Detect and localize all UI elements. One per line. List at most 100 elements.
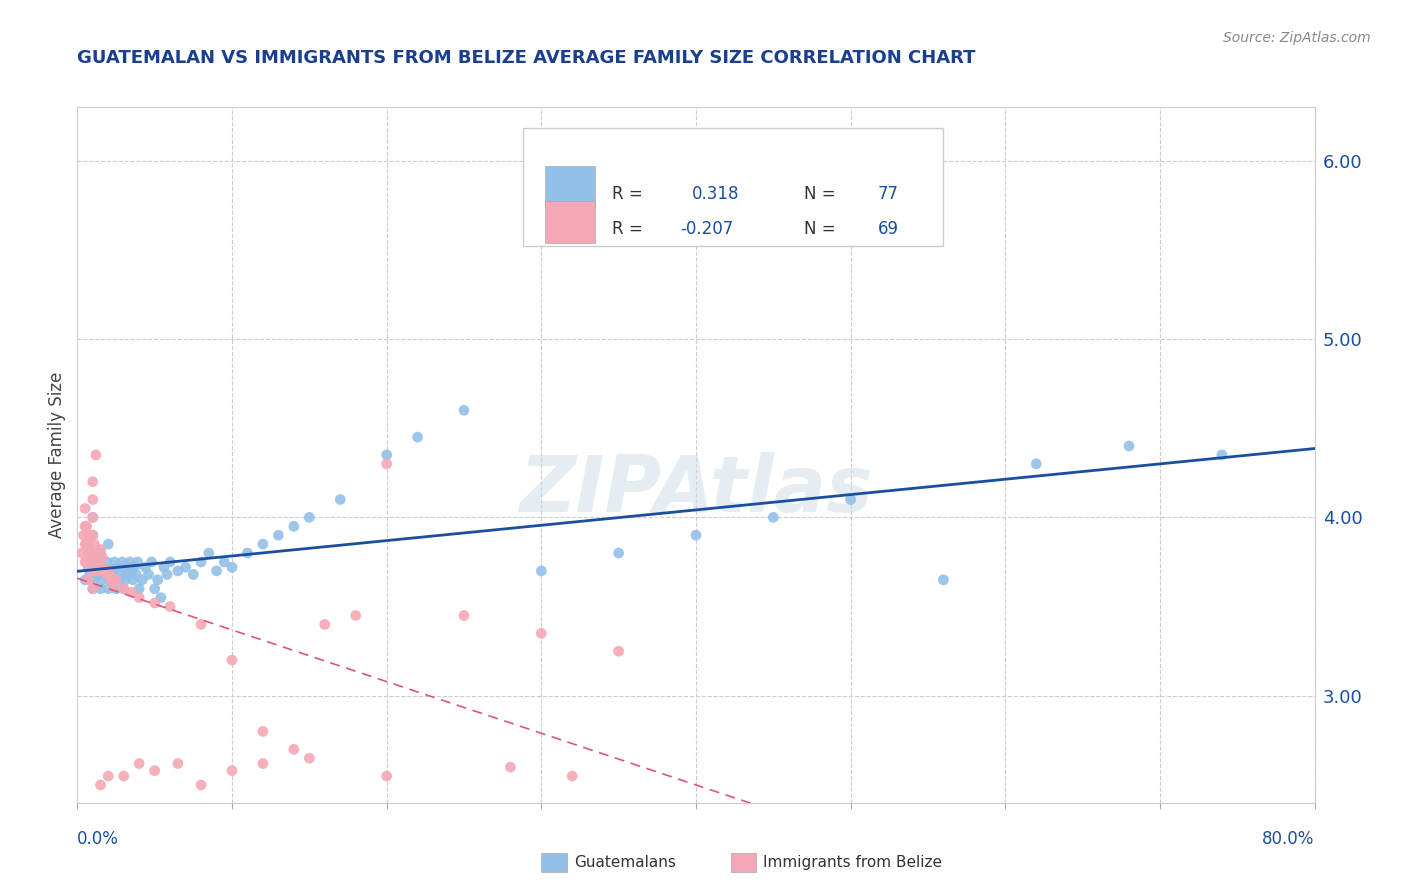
Point: [127, 555, 149, 569]
Point: [79, 567, 101, 582]
Point: [143, 764, 166, 778]
Point: [153, 560, 176, 574]
Point: [100, 573, 122, 587]
Point: [125, 567, 148, 582]
Point: [190, 617, 212, 632]
Point: [96, 555, 118, 569]
Point: [84, 546, 107, 560]
Point: [375, 448, 398, 462]
Point: [90, 560, 112, 574]
Point: [103, 578, 125, 592]
Point: [82, 475, 104, 489]
Point: [174, 560, 197, 574]
Text: 0.318: 0.318: [692, 185, 740, 203]
Point: [146, 573, 169, 587]
Point: [128, 756, 150, 771]
Point: [76, 519, 98, 533]
FancyBboxPatch shape: [523, 128, 943, 246]
Point: [77, 560, 100, 574]
Text: N =: N =: [804, 219, 841, 238]
Point: [105, 573, 128, 587]
Text: 77: 77: [877, 185, 898, 203]
Point: [77, 573, 100, 587]
Point: [94, 564, 117, 578]
Point: [167, 564, 190, 578]
Text: 69: 69: [877, 219, 898, 238]
Text: R =: R =: [612, 219, 648, 238]
Point: [1118, 439, 1140, 453]
Point: [107, 560, 129, 574]
Point: [84, 560, 107, 574]
Point: [128, 591, 150, 605]
Point: [198, 546, 221, 560]
Point: [86, 567, 108, 582]
Text: -0.207: -0.207: [681, 219, 733, 238]
Point: [252, 756, 274, 771]
Point: [96, 567, 118, 582]
Point: [90, 582, 112, 596]
Point: [93, 560, 115, 574]
Point: [75, 519, 96, 533]
Point: [110, 564, 132, 578]
Point: [82, 582, 104, 596]
Point: [530, 564, 553, 578]
Point: [77, 528, 100, 542]
Point: [117, 567, 139, 582]
Point: [105, 582, 128, 596]
Point: [82, 546, 104, 560]
Point: [252, 537, 274, 551]
Point: [90, 542, 112, 557]
Point: [149, 591, 172, 605]
Point: [91, 549, 114, 564]
Point: [75, 573, 96, 587]
Point: [97, 564, 120, 578]
Point: [839, 492, 862, 507]
Point: [112, 769, 135, 783]
Point: [205, 564, 228, 578]
Point: [214, 555, 236, 569]
Point: [97, 537, 120, 551]
Point: [75, 555, 96, 569]
FancyBboxPatch shape: [546, 201, 595, 243]
Point: [112, 582, 135, 596]
Point: [79, 537, 101, 551]
Point: [82, 546, 104, 560]
Point: [76, 537, 98, 551]
Point: [344, 608, 367, 623]
Point: [159, 555, 181, 569]
Point: [98, 573, 121, 587]
Point: [128, 582, 150, 596]
Point: [221, 653, 243, 667]
Point: [103, 555, 125, 569]
Point: [298, 510, 321, 524]
Point: [607, 644, 630, 658]
Point: [134, 560, 156, 574]
Y-axis label: Average Family Size: Average Family Size: [48, 372, 66, 538]
Point: [118, 555, 141, 569]
Point: [90, 778, 112, 792]
Point: [112, 582, 135, 596]
Point: [82, 582, 104, 596]
Point: [406, 430, 429, 444]
Point: [108, 573, 131, 587]
Point: [82, 510, 104, 524]
Point: [84, 448, 107, 462]
Text: Immigrants from Belize: Immigrants from Belize: [763, 855, 942, 870]
Point: [79, 555, 101, 569]
Point: [143, 596, 166, 610]
Point: [236, 546, 259, 560]
Point: [762, 510, 785, 524]
Point: [298, 751, 321, 765]
Point: [453, 608, 475, 623]
Point: [82, 564, 104, 578]
Point: [114, 573, 136, 587]
Point: [94, 567, 117, 582]
Point: [80, 555, 103, 569]
Point: [131, 573, 153, 587]
Point: [97, 582, 120, 596]
Point: [77, 546, 100, 560]
Point: [70, 546, 93, 560]
Point: [79, 546, 101, 560]
Point: [101, 573, 124, 587]
Point: [75, 537, 96, 551]
